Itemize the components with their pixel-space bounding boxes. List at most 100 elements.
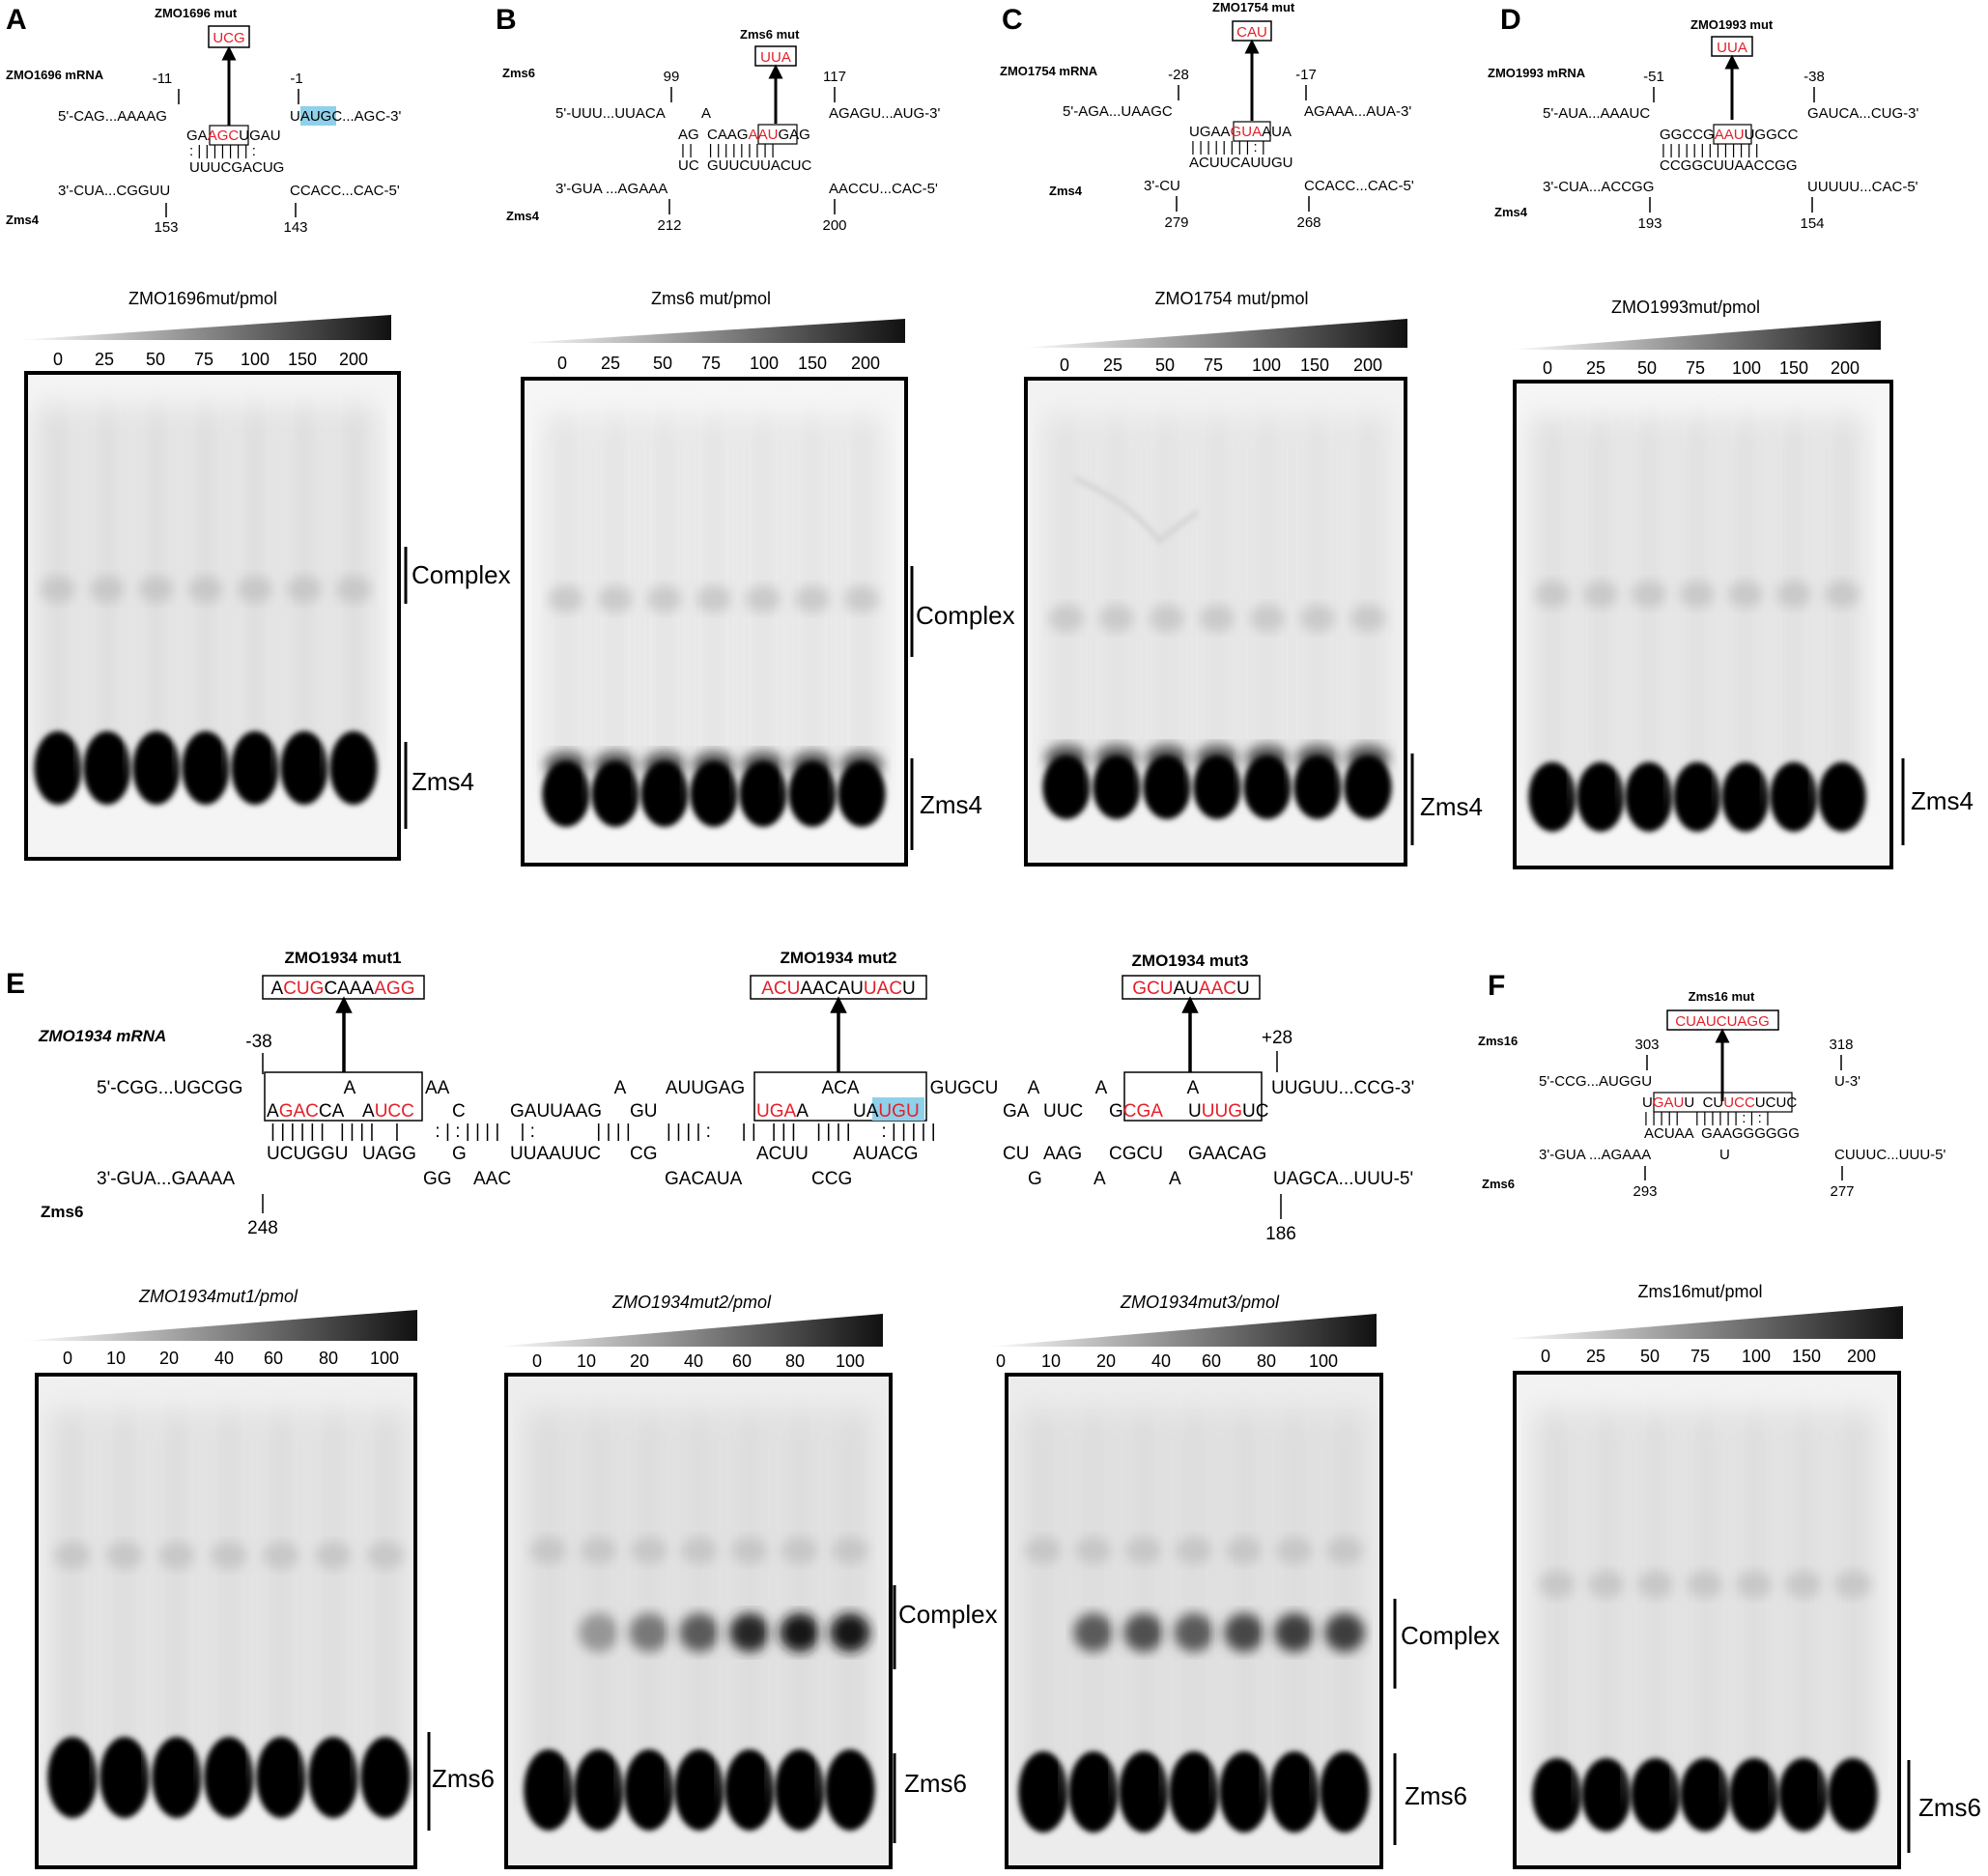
tick-label: 25 (1103, 355, 1122, 375)
seg-mrna: GA (1003, 1101, 1030, 1122)
pair-lines-b: | | | | | | | | | | | (681, 142, 775, 158)
tick-label: 25 (1586, 1347, 1605, 1366)
faint-band (1249, 605, 1286, 632)
loop-top: A (614, 1078, 627, 1098)
panel-letter-d: D (1500, 4, 1521, 36)
tick-label: 10 (106, 1349, 126, 1368)
free-rna-band (1193, 755, 1241, 819)
srna-label-d: Zms4 (1494, 205, 1528, 219)
lane-smear (1831, 1410, 1875, 1795)
faint-band (1098, 605, 1135, 632)
free-rna-band (204, 1737, 254, 1818)
free-rna-band (1068, 1751, 1119, 1833)
tick-label: 60 (732, 1351, 752, 1371)
free-rna-band (152, 1737, 202, 1818)
free-rna-band (182, 731, 230, 805)
faint-band (831, 1537, 869, 1564)
free-rna-band (1581, 1758, 1632, 1832)
faint-band (1833, 1571, 1872, 1598)
ticks-e-2: 0 10 20 40 60 80 100 (532, 1351, 865, 1371)
tick-label: 80 (1257, 1351, 1276, 1371)
panel-f: F Zms16 mut CUAUCUAGG Zms16 303 318 5'-C… (1478, 970, 1981, 1869)
seg-mrna: GAUUAAG (510, 1101, 602, 1122)
loop-top: AA (425, 1078, 450, 1098)
seg-srna: GAACAG (1188, 1144, 1266, 1164)
ticks-e-3: 0 10 20 40 60 80 100 (996, 1351, 1338, 1371)
faint-band (794, 585, 831, 612)
free-rna-band (724, 1749, 775, 1831)
free-rna-band (360, 1737, 411, 1818)
mrna-3-a: UAUGC...AGC-3' (290, 108, 402, 125)
pos-bottom-f-2: 277 (1830, 1183, 1854, 1200)
lane-smear (1146, 415, 1188, 787)
tick-label: 100 (1252, 355, 1281, 375)
lane-smear (727, 1410, 772, 1790)
faint-band (1735, 1571, 1774, 1598)
lane-smear (577, 1410, 621, 1790)
lane-smear (1633, 1410, 1678, 1795)
faint-band (630, 1537, 668, 1564)
mrna-3-b: AGAGU...AUG-3' (829, 105, 941, 122)
tick-label: 0 (557, 354, 567, 373)
faint-band (1275, 1537, 1314, 1564)
tick-label: 150 (1792, 1347, 1821, 1366)
loop-bottom: GACAUA (665, 1169, 743, 1189)
pos-top-a-2: -1 (290, 71, 302, 87)
lane-smear (1021, 1410, 1065, 1792)
free-rna-band (1631, 1758, 1681, 1832)
lane-smear (1535, 1410, 1579, 1795)
pos-bottom-d-2: 154 (1800, 215, 1824, 232)
loop-bottom: A (1169, 1169, 1181, 1189)
gradient-wedge-d (1509, 321, 1881, 350)
seg-srna: UAGG (362, 1144, 416, 1164)
faint-band (1636, 1571, 1675, 1598)
free-rna-band (1243, 755, 1292, 819)
gel-title-e-1: ZMO1934mut1/pmol (138, 1287, 298, 1306)
mut-seq-b: UUA (760, 49, 791, 66)
gel-lanes-b (542, 415, 886, 827)
tick-label: 100 (241, 350, 270, 369)
faint-band (89, 576, 126, 603)
tick-label: 0 (1541, 1347, 1550, 1366)
srna-5-e: UAGCA...UUU-5' (1273, 1169, 1413, 1189)
pos-bottom-b-1: 212 (657, 217, 681, 234)
gel-b (521, 377, 908, 867)
tick-label: 50 (653, 354, 672, 373)
tick-label: 0 (53, 350, 63, 369)
pair-bottom-d: CCGGCUUAACCGG (1660, 157, 1798, 174)
free-rna-band (329, 731, 378, 805)
band-label-a-complex: Complex (412, 560, 511, 589)
tick-label: 75 (1204, 355, 1223, 375)
gradient-wedge-f (1502, 1306, 1903, 1339)
srna-3-a: 3'-CUA...CGGUU (58, 183, 170, 199)
lane-smear (102, 1410, 147, 1777)
faint-band (40, 576, 76, 603)
tick-label: 0 (1543, 358, 1552, 378)
gel-lanes-f (1532, 1410, 1878, 1832)
free-rna-band (739, 761, 787, 827)
gel-lanes-e-3 (1018, 1410, 1370, 1833)
pos-top-d-1: -51 (1643, 69, 1664, 85)
tick-label: 40 (1151, 1351, 1171, 1371)
pair-lines-c: | | | | | | | | : | (1191, 139, 1265, 156)
free-rna-band (280, 731, 328, 805)
panel-d: D ZMO1993 mut UUA ZMO1993 mRNA -51 -38 5… (1488, 4, 1974, 869)
gel-c (1024, 377, 1407, 867)
faint-band (1048, 605, 1085, 632)
faint-band (1299, 605, 1336, 632)
tick-label: 75 (194, 350, 213, 369)
seg-srna: AUACG (853, 1144, 919, 1164)
faint-band (1124, 1537, 1163, 1564)
faint-band (138, 576, 175, 603)
free-rna-band (1528, 762, 1576, 832)
mrna-pair-row-e: AGACCA AUCC C GAUUAAG GU UGAA UAUGU GA U… (267, 1101, 1268, 1122)
mut-seq-e-3: GCUAUAACU (1132, 979, 1250, 999)
mrna-3-e: UUGUU...CCG-3' (1271, 1078, 1414, 1098)
panel-letter-b: B (496, 4, 517, 36)
gel-lanes-e-1 (47, 1410, 411, 1818)
gel-lanes-d (1528, 415, 1866, 832)
pos-top-b-2: 117 (823, 69, 846, 85)
srna-3-f: 3'-GUA ...AGAAA (1539, 1147, 1651, 1163)
seg-mrna: UGAA (756, 1101, 809, 1122)
